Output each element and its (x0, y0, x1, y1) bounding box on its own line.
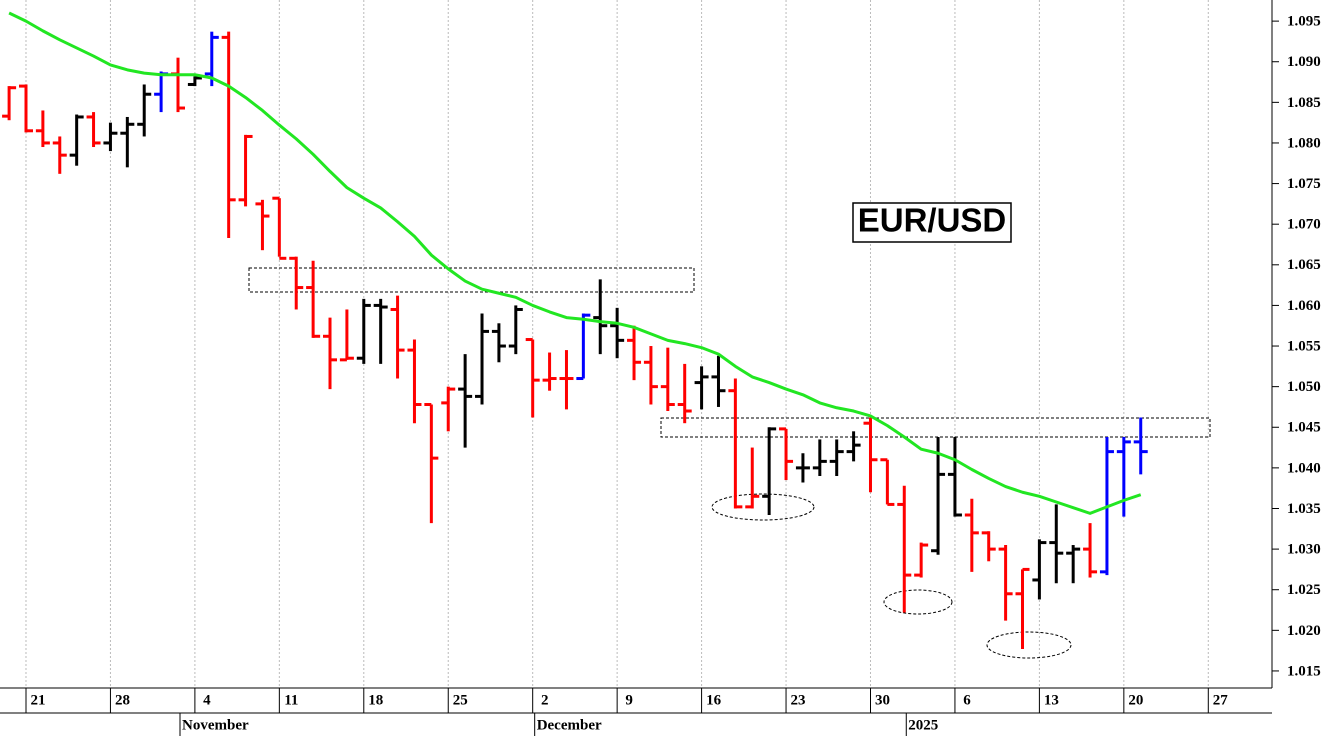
moving-average-line (8, 11, 1142, 515)
x-tick-label: 13 (1044, 692, 1059, 708)
low-marker (883, 589, 953, 615)
y-tick-label: 1.095 (1287, 14, 1321, 30)
y-tick-label: 1.085 (1287, 95, 1321, 111)
x-tick-label: 16 (706, 692, 722, 708)
x-tick-label: 23 (791, 692, 806, 708)
x-tick-label: 11 (284, 692, 298, 708)
x-tick-label: 9 (625, 692, 633, 708)
y-tick-label: 1.025 (1287, 582, 1321, 598)
x-tick-label: 27 (1213, 692, 1229, 708)
y-tick-label: 1.055 (1287, 338, 1321, 354)
y-tick-label: 1.045 (1287, 420, 1321, 436)
y-tick-label: 1.015 (1287, 663, 1321, 679)
y-tick-label: 1.040 (1287, 460, 1321, 476)
x-tick-label: 2 (541, 692, 549, 708)
x-tick-label: 18 (368, 692, 383, 708)
low-marker (711, 493, 815, 521)
y-tick-label: 1.050 (1287, 379, 1321, 395)
x-tick-label: 25 (453, 692, 468, 708)
x-tick-label: 28 (115, 692, 130, 708)
y-tick-label: 1.065 (1287, 257, 1321, 273)
annotation-layer (248, 267, 1211, 659)
resistance-zone (660, 417, 1211, 438)
y-tick-label: 1.035 (1287, 501, 1321, 517)
month-label: November (182, 717, 249, 733)
x-tick-label: 4 (203, 692, 211, 708)
chart-title: EUR/USD (858, 202, 1007, 239)
y-tick-label: 1.080 (1287, 135, 1321, 151)
y-tick-label: 1.030 (1287, 542, 1321, 558)
y-tick-label: 1.060 (1287, 298, 1321, 314)
y-tick-label: 1.090 (1287, 54, 1321, 70)
month-label: December (537, 717, 602, 733)
low-marker (986, 631, 1072, 659)
resistance-zone (248, 267, 695, 293)
month-label: 2025 (908, 717, 938, 733)
title-box (852, 202, 1012, 243)
marks-layer (2, 11, 1148, 650)
y-tick-label: 1.070 (1287, 217, 1321, 233)
x-tick-label: 6 (963, 692, 971, 708)
x-tick-label: 20 (1128, 692, 1143, 708)
x-tick-label: 21 (30, 692, 45, 708)
y-tick-label: 1.075 (1287, 176, 1321, 192)
x-tick-label: 30 (875, 692, 890, 708)
y-tick-label: 1.020 (1287, 623, 1321, 639)
